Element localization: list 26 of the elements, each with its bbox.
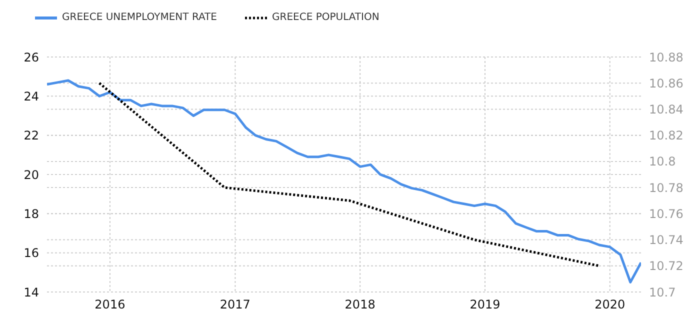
legend-label: GREECE POPULATION (272, 12, 380, 23)
x-tick-label: 2016 (94, 298, 126, 312)
y2-tick-label: 10.86 (649, 76, 684, 90)
y-tick-label: 24 (24, 89, 39, 104)
y2-tick-label: 10.84 (649, 102, 684, 116)
legend-label: GREECE UNEMPLOYMENT RATE (62, 12, 217, 23)
x-tick-label: 2020 (594, 298, 626, 312)
line-series (98, 82, 601, 268)
x-tick-label: 2017 (220, 298, 250, 312)
y2-tick-label: 10.72 (649, 259, 684, 274)
y2-tick-label: 10.76 (649, 206, 684, 221)
y2-tick-label: 10.74 (649, 233, 684, 248)
y2-tick-label: 10.82 (649, 128, 684, 143)
y-tick-label: 20 (24, 168, 39, 182)
y2-tick-label: 10.7 (649, 285, 676, 300)
y-tick-label: 16 (24, 246, 39, 260)
x-tick-label: 2019 (470, 298, 500, 312)
y-tick-label: 14 (24, 285, 39, 300)
y-tick-label: 26 (24, 50, 39, 64)
y-tick-label: 22 (24, 128, 39, 143)
x-tick-label: 2018 (344, 298, 376, 312)
y2-tick-label: 10.78 (649, 180, 684, 195)
y2-tick-label: 10.8 (649, 154, 676, 169)
line-series (47, 79, 641, 284)
y-tick-label: 18 (24, 206, 39, 221)
y2-tick-label: 10.88 (649, 50, 684, 64)
